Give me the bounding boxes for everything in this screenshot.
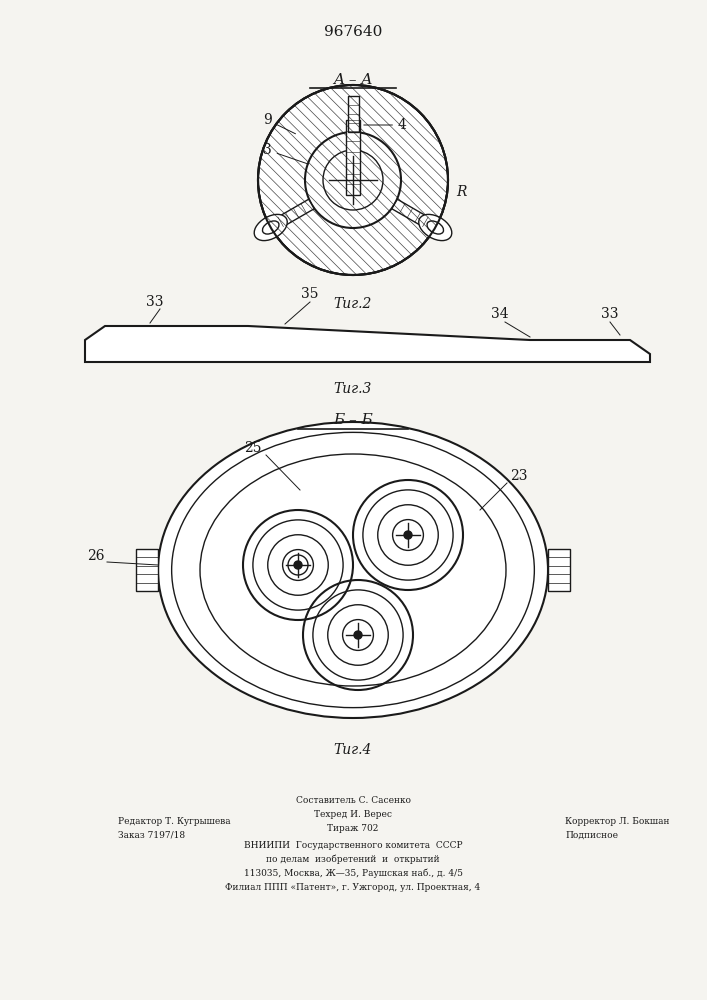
Circle shape — [404, 531, 412, 539]
Circle shape — [354, 631, 362, 639]
Text: A – A: A – A — [333, 73, 373, 87]
Text: Заказ 7197/18: Заказ 7197/18 — [118, 831, 185, 840]
Polygon shape — [85, 326, 650, 362]
Text: 967640: 967640 — [324, 25, 382, 39]
Text: 33: 33 — [146, 295, 164, 309]
Polygon shape — [278, 199, 314, 227]
Circle shape — [294, 561, 302, 569]
Text: 34: 34 — [491, 307, 509, 321]
Text: Б – Б: Б – Б — [333, 413, 373, 427]
Text: 33: 33 — [601, 307, 619, 321]
Ellipse shape — [158, 422, 548, 718]
Text: 4: 4 — [364, 118, 407, 132]
Ellipse shape — [419, 214, 452, 241]
Text: Тираж 702: Тираж 702 — [327, 824, 379, 833]
Text: по делам  изобретений  и  открытий: по делам изобретений и открытий — [267, 854, 440, 864]
Text: Техред И. Верес: Техред И. Верес — [314, 810, 392, 819]
Text: Подписное: Подписное — [565, 831, 618, 840]
Ellipse shape — [172, 432, 534, 708]
Text: Редактор Т. Кугрышева: Редактор Т. Кугрышева — [118, 817, 230, 826]
Circle shape — [258, 85, 448, 275]
Text: Τиг.3: Τиг.3 — [334, 382, 372, 396]
Text: Филиал ППП «Патент», г. Ужгород, ул. Проектная, 4: Филиал ППП «Патент», г. Ужгород, ул. Про… — [226, 883, 481, 892]
Ellipse shape — [200, 454, 506, 686]
Text: R: R — [456, 185, 467, 199]
Bar — [346, 120, 360, 195]
Text: 113035, Москва, Ж—35, Раушская наб., д. 4/5: 113035, Москва, Ж—35, Раушская наб., д. … — [243, 868, 462, 878]
Circle shape — [305, 132, 401, 228]
Ellipse shape — [262, 221, 279, 234]
Ellipse shape — [427, 221, 443, 234]
Polygon shape — [392, 199, 428, 227]
Ellipse shape — [255, 214, 287, 241]
Text: 35: 35 — [301, 287, 319, 301]
Text: Корректор Л. Бокшан: Корректор Л. Бокшан — [565, 817, 670, 826]
Text: 26: 26 — [88, 549, 105, 563]
Text: 9: 9 — [263, 113, 296, 134]
Text: 3: 3 — [263, 143, 308, 164]
Circle shape — [323, 150, 383, 210]
Bar — [136, 549, 158, 591]
Text: 25: 25 — [245, 441, 262, 455]
Text: Составитель С. Сасенко: Составитель С. Сасенко — [296, 796, 411, 805]
Polygon shape — [348, 96, 358, 132]
Text: Τиг.2: Τиг.2 — [334, 297, 372, 311]
Text: 23: 23 — [510, 469, 527, 483]
Bar — [548, 549, 570, 591]
Text: Τиг.4: Τиг.4 — [334, 743, 372, 757]
Text: ВНИИПИ  Государственного комитета  СССР: ВНИИПИ Государственного комитета СССР — [244, 841, 462, 850]
